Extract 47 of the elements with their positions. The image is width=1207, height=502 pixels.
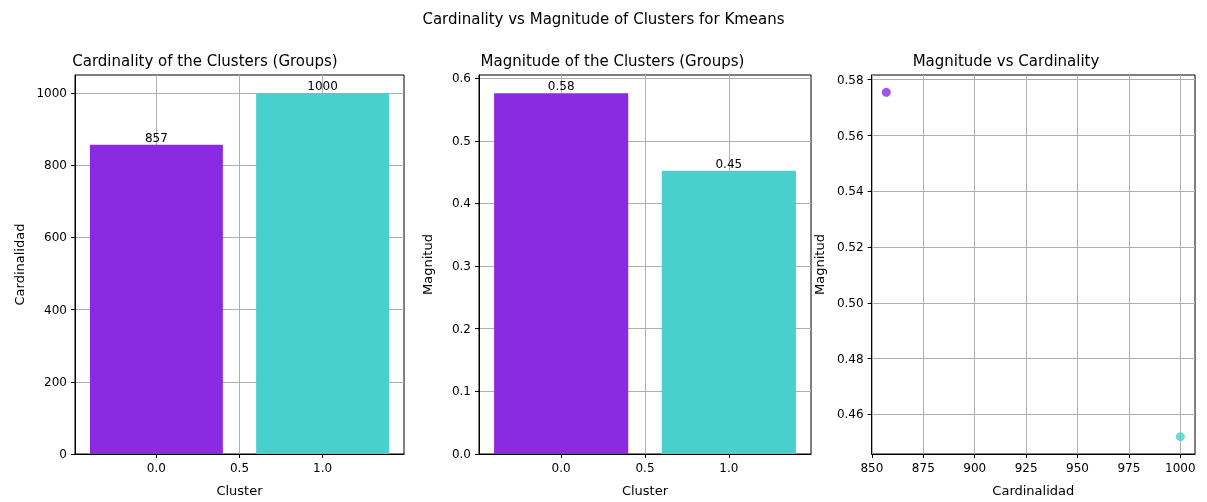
- x-tick-label: 1.0: [719, 461, 739, 475]
- x-tick-label: 0.0: [551, 461, 571, 475]
- x-tick-label: 0.5: [635, 461, 655, 475]
- y-tick-label: 0.56: [836, 128, 864, 143]
- x-tick-label: 850: [860, 461, 884, 475]
- x-tick-label: 0.5: [229, 461, 250, 475]
- x-tick-label: 950: [1066, 461, 1089, 475]
- x-tick-label: 1000: [1165, 461, 1196, 475]
- chart-title: Magnitude vs Cardinality: [912, 51, 1100, 70]
- y-tick-label: 0.50: [836, 295, 864, 310]
- x-axis-title: Cluster: [216, 483, 264, 498]
- y-tick-label: 0.58: [836, 72, 864, 87]
- y-tick-label: 400: [44, 302, 67, 317]
- x-tick-label: 900: [963, 461, 987, 475]
- x-tick-label: 1.0: [313, 461, 333, 475]
- data-label: 0.45: [715, 156, 743, 171]
- data-label: 1000: [307, 79, 338, 94]
- y-axis-title: Magnitud: [812, 234, 827, 295]
- y-tick-label: 0.0: [451, 447, 471, 461]
- y-tick-label: 0.48: [836, 351, 864, 366]
- x-tick-label: 0.0: [146, 461, 166, 475]
- y-tick-label: 800: [44, 158, 67, 173]
- y-tick-label: 1000: [36, 86, 67, 101]
- y-axis-title: Cardinalidad: [11, 223, 27, 306]
- x-axis-title: Cardinalidad: [992, 483, 1075, 498]
- chart-title: Cardinality of the Clusters (Groups): [72, 51, 338, 70]
- x-tick-label: 875: [911, 461, 935, 475]
- x-axis-title: Cluster: [621, 483, 669, 498]
- data-label: 857: [144, 130, 168, 145]
- y-tick-label: 0.52: [836, 240, 864, 255]
- y-tick-label: 0.1: [451, 384, 471, 399]
- y-tick-label: 0.54: [836, 184, 864, 199]
- y-tick-label: 0.3: [451, 259, 471, 274]
- y-tick-label: 0.2: [451, 321, 471, 336]
- y-tick-label: 600: [44, 230, 67, 245]
- text: Cardinality vs Magnitude of Clusters for Kmeans: [421, 10, 786, 28]
- y-tick-label: 200: [44, 374, 67, 389]
- x-tick-label: 975: [1117, 461, 1141, 475]
- y-tick-label: 0: [59, 447, 67, 461]
- y-tick-label: 0.4: [451, 196, 471, 211]
- y-tick-label: 0.6: [451, 71, 471, 86]
- data-label: 0.58: [547, 79, 575, 94]
- y-axis-title: Magnitud: [420, 234, 435, 295]
- y-tick-label: 0.5: [451, 133, 471, 148]
- y-tick-label: 0.46: [836, 407, 864, 422]
- chart-title: Magnitude of the Clusters (Groups): [480, 51, 745, 70]
- x-tick-label: 925: [1014, 461, 1038, 475]
